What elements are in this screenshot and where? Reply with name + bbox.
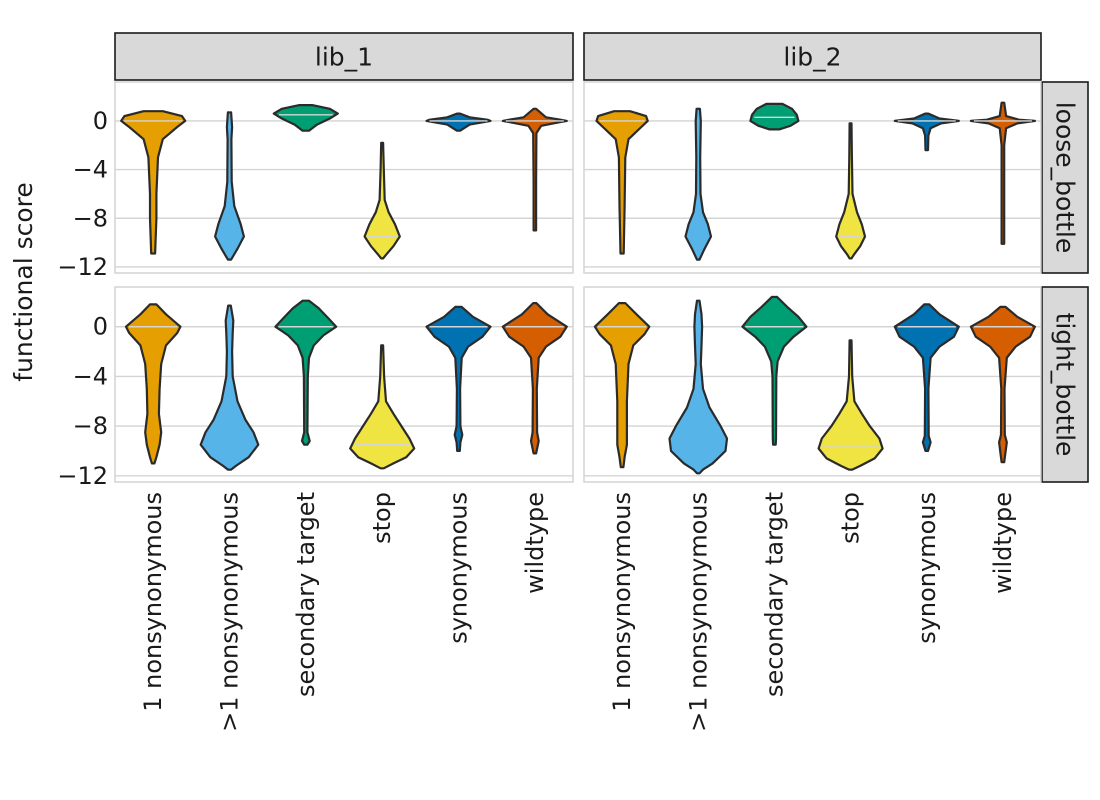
x-tick-label: >1 nonsynonymous: [684, 492, 712, 732]
violin--1-nonsynonymous: [668, 299, 729, 475]
facet-strip-lib_1: [114, 32, 574, 81]
x-tick-label: secondary target: [292, 492, 320, 697]
facet-strip-loose_bottle: [1041, 81, 1089, 274]
facet-label-lib_1: lib_1: [315, 43, 373, 72]
x-tick-label: 1 nonsynonymous: [608, 492, 636, 712]
violin-stop: [817, 339, 884, 471]
violin-secondary-target: [274, 299, 338, 446]
violin-synonymous: [893, 112, 960, 152]
x-tick-label: synonymous: [913, 492, 941, 644]
x-tick-label: 1 nonsynonymous: [139, 492, 167, 712]
x-tick-label: wildtype: [521, 492, 549, 594]
y-tick-label: −4: [73, 362, 108, 390]
violin-synonymous: [425, 112, 492, 132]
y-tick-label: 0: [93, 107, 108, 135]
violin--1-nonsynonymous: [684, 107, 713, 261]
panel-border: [583, 286, 1042, 483]
facet-strip-tight_bottle: [1041, 286, 1089, 483]
violin-wildtype: [501, 107, 568, 232]
y-tick-label: 0: [93, 313, 108, 341]
y-tick-label: −8: [73, 204, 108, 232]
violin-synonymous: [425, 305, 492, 452]
panel-border: [114, 286, 574, 483]
panel-border: [114, 81, 574, 274]
violin-1-nonsynonymous: [593, 302, 651, 469]
x-tick-label: stop: [368, 492, 396, 544]
facet-label-tight_bottle: tight_bottle: [1051, 313, 1080, 457]
panel-border: [583, 81, 1042, 274]
x-tick-label: synonymous: [445, 492, 473, 644]
violin-1-nonsynonymous: [120, 110, 187, 255]
violin-stop: [835, 122, 867, 260]
violin--1-nonsynonymous: [199, 304, 260, 471]
violin-wildtype: [969, 101, 1036, 245]
facet-label-loose_bottle: loose_bottle: [1051, 102, 1080, 254]
y-tick-label: −12: [57, 462, 108, 490]
x-tick-label: >1 nonsynonymous: [216, 492, 244, 732]
x-tick-label: stop: [837, 492, 865, 544]
facet-strip-lib_2: [583, 32, 1042, 81]
violin-wildtype: [969, 305, 1036, 464]
violin-1-nonsynonymous: [595, 110, 649, 255]
x-tick-label: wildtype: [989, 492, 1017, 594]
facet-label-lib_2: lib_2: [783, 43, 841, 72]
violin-1-nonsynonymous: [124, 303, 182, 465]
violin-wildtype: [501, 302, 568, 455]
violin-stop: [349, 344, 416, 470]
y-tick-label: −4: [73, 156, 108, 184]
y-tick-label: −8: [73, 412, 108, 440]
violin-secondary-target: [741, 295, 808, 446]
y-axis-title: functional score: [9, 182, 38, 382]
violin-synonymous: [893, 303, 960, 452]
violin-stop: [363, 141, 401, 260]
violin-secondary-target: [272, 104, 339, 132]
x-tick-label: secondary target: [760, 492, 788, 697]
violin--1-nonsynonymous: [214, 111, 245, 261]
y-tick-label: −12: [57, 253, 108, 281]
